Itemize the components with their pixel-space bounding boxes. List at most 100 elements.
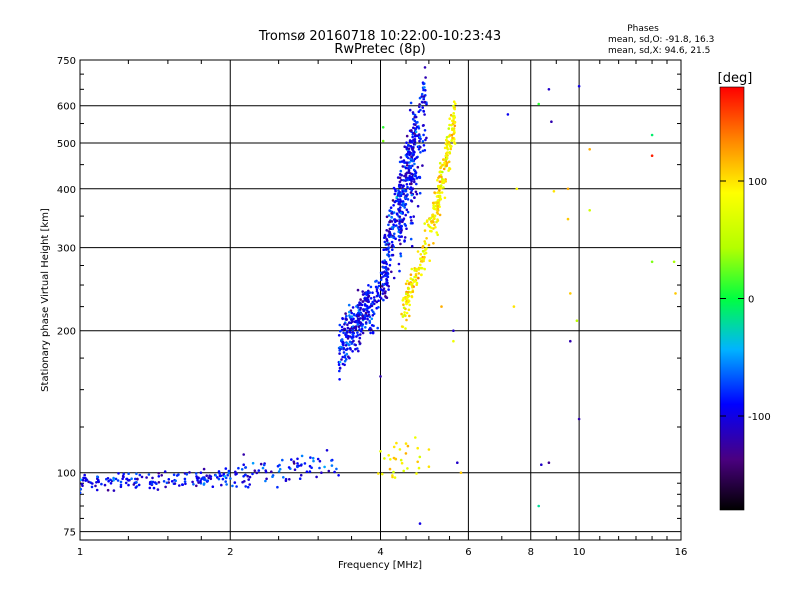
y-tick-label: 600 bbox=[57, 102, 76, 113]
data-point bbox=[414, 190, 418, 194]
data-point bbox=[537, 504, 540, 508]
data-point bbox=[419, 257, 422, 261]
data-point bbox=[402, 469, 406, 473]
data-point bbox=[405, 302, 409, 306]
data-point bbox=[566, 187, 570, 191]
data-point bbox=[450, 123, 453, 127]
data-point bbox=[394, 220, 397, 224]
data-point bbox=[431, 201, 435, 205]
data-point bbox=[127, 472, 130, 476]
x-axis-label: Frequency [MHz] bbox=[338, 560, 422, 571]
data-point bbox=[436, 219, 440, 222]
data-point bbox=[202, 467, 206, 471]
data-point bbox=[388, 467, 392, 471]
data-point bbox=[370, 317, 374, 321]
data-point bbox=[425, 237, 428, 240]
data-point bbox=[398, 215, 402, 219]
data-point bbox=[416, 204, 420, 208]
data-point bbox=[382, 261, 386, 265]
data-point bbox=[448, 151, 452, 154]
data-point bbox=[405, 161, 409, 164]
data-point bbox=[414, 130, 418, 134]
data-point bbox=[119, 483, 123, 487]
y-axis-label: Stationary phase Virtual Height [km] bbox=[40, 208, 51, 392]
data-point bbox=[406, 444, 410, 448]
data-point bbox=[358, 313, 361, 317]
data-point bbox=[148, 486, 152, 490]
data-point bbox=[330, 459, 333, 462]
data-point bbox=[437, 185, 440, 189]
data-point bbox=[423, 66, 427, 69]
data-point bbox=[145, 476, 148, 479]
data-point bbox=[358, 336, 362, 340]
data-point bbox=[386, 272, 390, 275]
data-point bbox=[425, 136, 428, 140]
data-point bbox=[406, 193, 409, 196]
data-point bbox=[421, 101, 424, 104]
data-point bbox=[419, 266, 423, 270]
y-tick-label: 200 bbox=[57, 327, 76, 338]
data-point bbox=[424, 138, 427, 142]
data-point bbox=[163, 470, 167, 473]
data-point bbox=[136, 477, 139, 481]
data-point bbox=[94, 484, 97, 488]
data-point bbox=[396, 213, 399, 216]
data-point bbox=[409, 215, 413, 219]
data-point bbox=[400, 203, 404, 207]
data-point bbox=[224, 476, 228, 480]
data-point bbox=[357, 325, 361, 329]
data-point bbox=[316, 457, 320, 461]
data-point bbox=[271, 475, 274, 479]
data-point bbox=[392, 223, 395, 226]
data-point bbox=[425, 219, 429, 222]
data-point bbox=[127, 483, 130, 487]
data-point bbox=[423, 252, 426, 256]
data-point bbox=[414, 436, 417, 439]
data-point bbox=[419, 263, 422, 267]
data-point bbox=[340, 325, 344, 329]
data-point bbox=[442, 167, 446, 171]
data-point bbox=[199, 480, 202, 484]
data-point bbox=[211, 485, 215, 489]
data-point bbox=[345, 335, 348, 339]
data-point bbox=[399, 227, 403, 230]
data-point bbox=[97, 479, 100, 483]
data-point bbox=[157, 475, 161, 478]
data-point bbox=[452, 141, 456, 144]
data-point bbox=[405, 292, 408, 296]
data-point bbox=[436, 212, 440, 215]
data-point bbox=[423, 222, 427, 225]
data-point bbox=[173, 482, 177, 485]
data-point bbox=[170, 480, 174, 483]
data-point bbox=[674, 292, 677, 295]
data-point bbox=[569, 292, 572, 295]
data-point bbox=[391, 253, 395, 257]
data-point bbox=[452, 100, 456, 103]
colorbar-ticks: 100 0 -100 bbox=[720, 177, 771, 423]
data-point bbox=[423, 240, 427, 243]
data-point bbox=[217, 477, 221, 481]
data-point bbox=[423, 229, 427, 232]
data-point bbox=[406, 176, 410, 180]
data-point bbox=[354, 343, 358, 347]
data-point bbox=[81, 484, 84, 488]
data-point bbox=[287, 466, 291, 469]
data-point bbox=[109, 478, 112, 482]
data-point bbox=[406, 295, 410, 299]
data-point bbox=[443, 196, 447, 200]
data-point bbox=[417, 110, 421, 113]
data-point bbox=[338, 369, 341, 373]
data-point bbox=[404, 196, 407, 199]
data-point bbox=[384, 260, 388, 264]
data-point bbox=[192, 483, 195, 486]
data-point bbox=[409, 186, 413, 189]
y-tick-label: 100 bbox=[57, 469, 76, 480]
data-point bbox=[350, 311, 354, 315]
data-point bbox=[421, 106, 425, 109]
data-point bbox=[338, 366, 342, 370]
data-point bbox=[445, 164, 449, 167]
data-point bbox=[405, 164, 409, 167]
data-point bbox=[224, 467, 228, 470]
data-point bbox=[225, 483, 228, 486]
data-point bbox=[403, 206, 407, 209]
